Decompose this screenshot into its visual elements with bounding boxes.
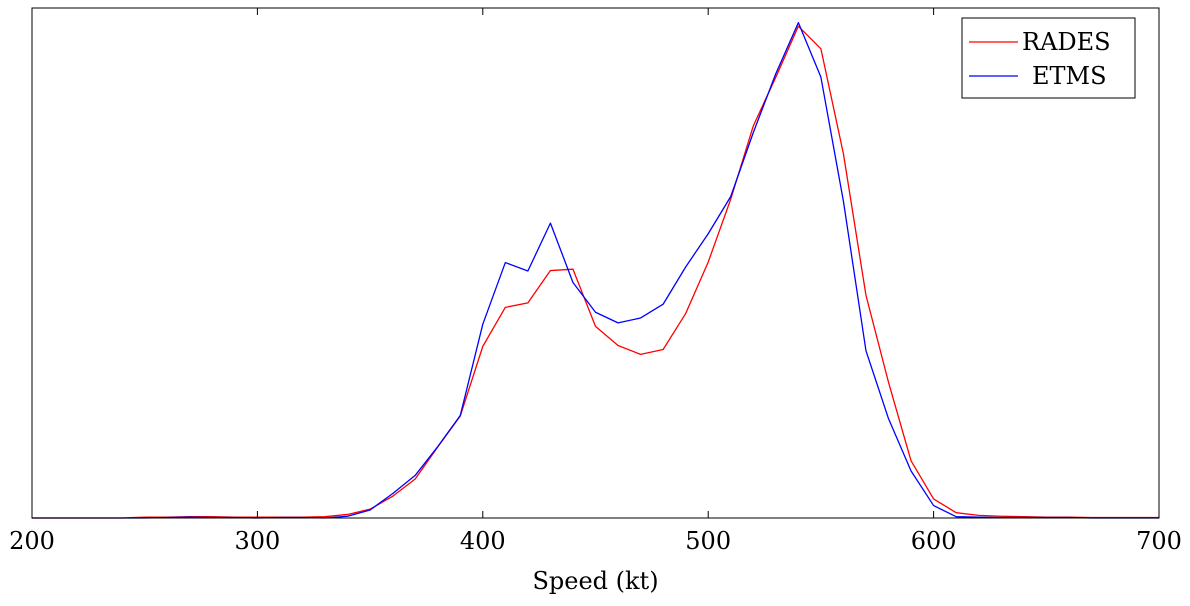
x-tick-label-700: 700	[1136, 527, 1182, 555]
legend-label-etms: ETMS	[1032, 62, 1107, 90]
series-line-rades	[32, 25, 1159, 519]
x-tick-label-300: 300	[234, 527, 280, 555]
x-tick-label-200: 200	[9, 527, 55, 555]
x-tick-label-500: 500	[685, 527, 731, 555]
plot-frame	[31, 7, 1160, 519]
legend-label-rades: RADES	[1022, 28, 1111, 56]
legend-box	[961, 17, 1136, 99]
ticks-layer: 200 300 400 500 600 700	[9, 8, 1182, 555]
legend: RADES ETMS	[961, 17, 1136, 99]
x-tick-label-600: 600	[911, 527, 957, 555]
x-tick-label-400: 400	[460, 527, 506, 555]
x-axis-title: Speed (kt)	[532, 567, 658, 595]
